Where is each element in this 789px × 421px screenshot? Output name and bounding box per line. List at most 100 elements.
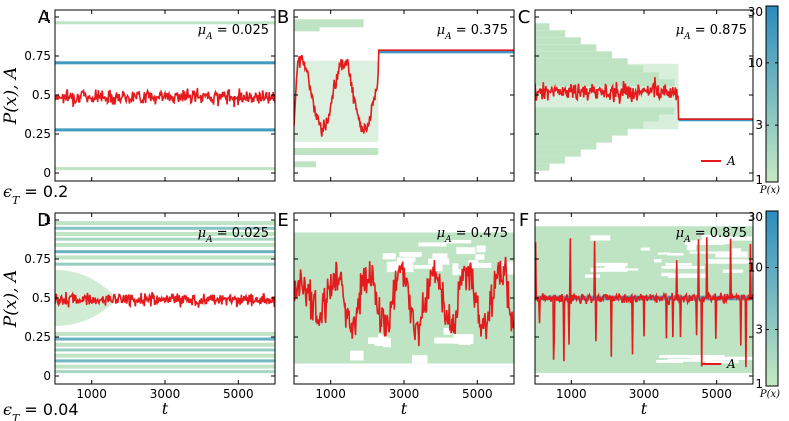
panel-letter-F: F [519, 210, 529, 231]
x-tick-label: 3000 [150, 387, 181, 401]
panel-letter-A: A [38, 7, 51, 28]
x-tick-label: 3000 [389, 387, 420, 401]
panel-letter-C: C [518, 7, 531, 28]
density-patch [535, 37, 581, 45]
panel-C: A [534, 9, 754, 182]
panels-layer: AA [54, 9, 754, 385]
density-gap [667, 358, 713, 362]
density-gap [657, 252, 670, 255]
x-axis-label: t [401, 399, 408, 418]
mu-annotation-F: μA = 0.875 [676, 226, 747, 245]
density-gap [701, 234, 719, 241]
colorbar-label: P(x) [759, 389, 780, 400]
panel-A-plot [55, 21, 275, 171]
x-tick-label: 1000 [315, 387, 346, 401]
density-gap [414, 264, 436, 269]
density-patch [535, 30, 566, 38]
colorbar-tick-label: 30 [748, 5, 763, 19]
series-A-C [535, 77, 753, 120]
density-patch [535, 128, 628, 136]
density-gap [705, 360, 739, 364]
series-A-F [535, 237, 753, 368]
series-A-A [55, 87, 275, 108]
mu-annotation-B: μA = 0.375 [437, 23, 508, 42]
density-gap [368, 337, 377, 344]
density-gap [730, 248, 742, 252]
series-A-E [294, 256, 514, 347]
x-tick-label: 5000 [223, 387, 254, 401]
series-A-D [55, 291, 275, 309]
colorbar-2: 1 3 10 30 P(x) [748, 210, 780, 400]
band-D-3 [55, 337, 275, 341]
band-D-1 [55, 359, 275, 363]
y-tick-label: 0 [43, 166, 51, 180]
density-patch [55, 221, 275, 226]
panel-E-plot [294, 232, 514, 364]
series-A-B [294, 49, 514, 137]
density-gap [432, 253, 448, 259]
y-tick-label: 0.5 [32, 291, 51, 305]
mu-annotation-A: μA = 0.025 [198, 23, 269, 42]
band-A-0 [55, 167, 275, 171]
density-patch [535, 156, 566, 164]
band-D-6 [55, 237, 275, 241]
density-patch [535, 163, 550, 171]
density-gap [476, 245, 486, 253]
panel-D-plot [55, 221, 275, 374]
panel-F-plot [535, 226, 753, 373]
density-patch [294, 19, 364, 28]
band-A-2 [55, 61, 275, 65]
y-tick-label: 0.25 [24, 127, 51, 141]
colorbar-tick-label: 30 [748, 210, 763, 224]
mu-annotation-D: μA = 0.025 [198, 226, 269, 245]
density-gap [705, 259, 746, 264]
density-gap [445, 239, 472, 244]
density-gap [640, 247, 650, 251]
band-D-5 [55, 250, 275, 254]
density-gap [382, 253, 396, 260]
row-label-epsilon: ϵT = 0.2 [3, 182, 68, 207]
x-tick-label: 5000 [701, 387, 732, 401]
colorbar-tick-label: 1 [755, 377, 763, 391]
density-gap [667, 273, 706, 278]
y-axis-label: P(x), A [1, 270, 21, 328]
density-gap [502, 265, 514, 275]
density-gap [452, 263, 459, 276]
density-gap [453, 334, 474, 344]
density-patch [55, 331, 275, 336]
density-patch [55, 353, 275, 358]
band-D-4 [55, 262, 275, 266]
density-patch [294, 161, 316, 168]
legend-label: A [726, 357, 736, 371]
density-gap [713, 236, 753, 241]
density-gap [399, 252, 422, 257]
x-tick-label: 1000 [556, 387, 587, 401]
band-A-1 [55, 128, 275, 132]
density-gap [443, 327, 452, 335]
colorbar-1: 1 3 10 30 P(x) [748, 5, 780, 196]
density-gap [661, 266, 705, 269]
x-tick-label: 3000 [629, 387, 660, 401]
panel-letter-D: D [37, 210, 51, 231]
density-gap [659, 354, 725, 358]
density-gap [378, 334, 388, 341]
density-gap [689, 251, 732, 254]
colorbar-scale [765, 210, 779, 387]
x-tick-label: 5000 [462, 387, 493, 401]
x-axis-label: t [641, 399, 648, 418]
y-tick-label: 0.25 [24, 330, 51, 344]
band-D-7 [55, 226, 275, 230]
density-patch [294, 148, 379, 156]
band-D-2 [55, 348, 275, 352]
colorbar-tick-label: 10 [748, 261, 763, 275]
panel-C-plot [535, 23, 753, 171]
density-patch [55, 255, 275, 260]
density-patch [535, 23, 550, 31]
density-gap [434, 337, 457, 344]
y-axis-label: P(x), A [1, 67, 21, 125]
panel-B [293, 9, 515, 182]
density-gap [501, 261, 514, 267]
